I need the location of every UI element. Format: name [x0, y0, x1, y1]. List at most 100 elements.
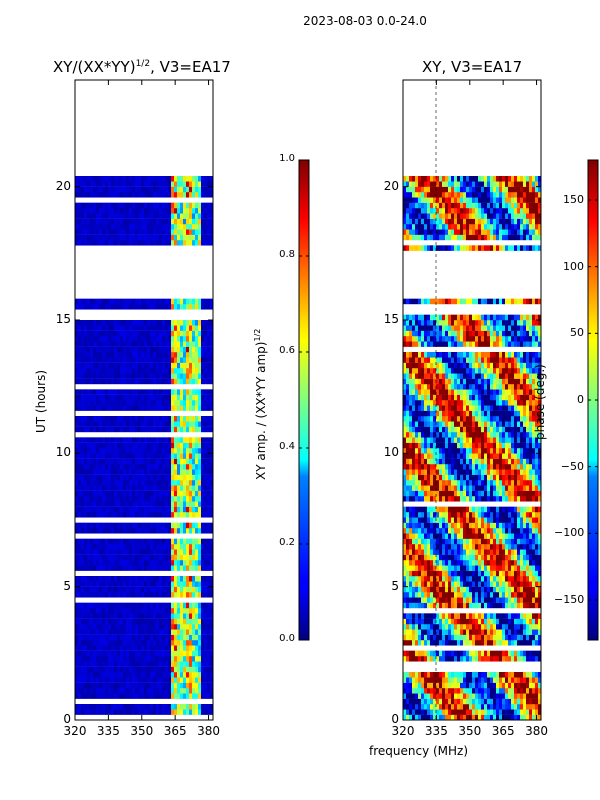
heatmap-cell [183, 352, 187, 358]
heatmap-cell [144, 458, 148, 465]
heatmap-cell [529, 629, 533, 635]
heatmap-cell [147, 704, 151, 710]
heatmap-cell [114, 682, 118, 689]
heatmap-cell [183, 320, 187, 326]
heatmap-cell [144, 613, 148, 619]
heatmap-cell [108, 656, 112, 662]
heatmap-cell [84, 304, 88, 310]
heatmap-cell [439, 704, 443, 710]
heatmap-cell [490, 640, 494, 646]
heatmap-cell [111, 688, 115, 694]
heatmap-cell [123, 506, 127, 513]
heatmap-cell [210, 320, 214, 326]
heatmap-cell [126, 677, 130, 683]
heatmap-cell [168, 240, 172, 246]
heatmap-cell [174, 192, 178, 198]
heatmap-cell [102, 634, 106, 641]
heatmap-cell [132, 437, 136, 443]
heatmap-cell [174, 554, 178, 561]
heatmap-cell [448, 602, 452, 609]
heatmap-cell [180, 368, 184, 374]
heatmap-cell [186, 352, 190, 358]
heatmap-cell [99, 304, 103, 310]
heatmap-cell [204, 437, 208, 443]
heatmap-cell [448, 549, 452, 555]
heatmap-cell [183, 469, 187, 475]
heatmap-cell [141, 549, 145, 555]
heatmap-cell [174, 640, 178, 646]
heatmap-cell [448, 581, 452, 587]
heatmap-cell [84, 325, 88, 331]
heatmap-cell [75, 592, 79, 598]
heatmap-cell [520, 677, 524, 683]
heatmap-cell [144, 229, 148, 235]
heatmap-cell [189, 192, 193, 198]
heatmap-cell [424, 640, 428, 646]
heatmap-cell [150, 341, 154, 347]
heatmap-cell [490, 602, 494, 609]
heatmap-cell [198, 512, 202, 518]
heatmap-cell [102, 501, 106, 507]
heatmap-cell [403, 613, 407, 619]
heatmap-cell [126, 330, 130, 337]
heatmap-cell [105, 378, 109, 385]
heatmap-cell [427, 650, 431, 657]
heatmap-cell [520, 629, 524, 635]
heatmap-cell [189, 176, 193, 182]
heatmap-cell [204, 346, 208, 353]
heatmap-cell [409, 688, 413, 694]
heatmap-cell [168, 304, 172, 310]
heatmap-cell [439, 624, 443, 630]
heatmap-cell [499, 624, 503, 630]
heatmap-cell [171, 474, 175, 481]
heatmap-cell [463, 640, 467, 646]
heatmap-cell [535, 640, 539, 646]
heatmap-cell [529, 714, 533, 721]
heatmap-cell [111, 661, 115, 667]
heatmap-cell [174, 394, 178, 401]
heatmap-cell [117, 656, 121, 662]
heatmap-cell [99, 576, 103, 582]
heatmap-cell [78, 330, 82, 337]
heatmap-cell [198, 416, 202, 422]
heatmap-cell [153, 538, 157, 545]
heatmap-cell [162, 581, 166, 587]
heatmap-cell [75, 192, 79, 198]
heatmap-cell [186, 618, 190, 625]
heatmap-cell [183, 538, 187, 545]
heatmap-cell [171, 437, 175, 443]
heatmap-cell [99, 341, 103, 347]
heatmap-cell [141, 437, 145, 443]
heatmap-cell [487, 554, 491, 561]
heatmap-cell [93, 538, 97, 545]
heatmap-cell [78, 666, 82, 673]
heatmap-cell [84, 581, 88, 587]
heatmap-cell [165, 336, 169, 342]
heatmap-cell [496, 682, 500, 689]
heatmap-cell [457, 714, 461, 721]
heatmap-cell [144, 666, 148, 673]
heatmap-cell [517, 640, 521, 646]
heatmap-cell [201, 672, 205, 678]
heatmap-cell [159, 677, 163, 683]
heatmap-cell [466, 618, 470, 625]
heatmap-cell [418, 586, 422, 593]
heatmap-cell [192, 506, 196, 513]
heatmap-cell [466, 576, 470, 582]
heatmap-cell [81, 464, 85, 470]
heatmap-cell [466, 560, 470, 566]
heatmap-cell [168, 608, 172, 614]
heatmap-cell [120, 373, 124, 379]
heatmap-cell [189, 624, 193, 630]
heatmap-cell [114, 458, 118, 465]
heatmap-cell [192, 480, 196, 486]
heatmap-cell [111, 650, 115, 657]
heatmap-cell [87, 677, 91, 683]
heatmap-cell [207, 378, 211, 385]
heatmap-cell [520, 682, 524, 689]
heatmap-cell [201, 629, 205, 635]
heatmap-cell [117, 448, 121, 454]
heatmap-cell [195, 512, 199, 518]
heatmap-cell [189, 240, 193, 246]
heatmap-cell [141, 522, 145, 529]
